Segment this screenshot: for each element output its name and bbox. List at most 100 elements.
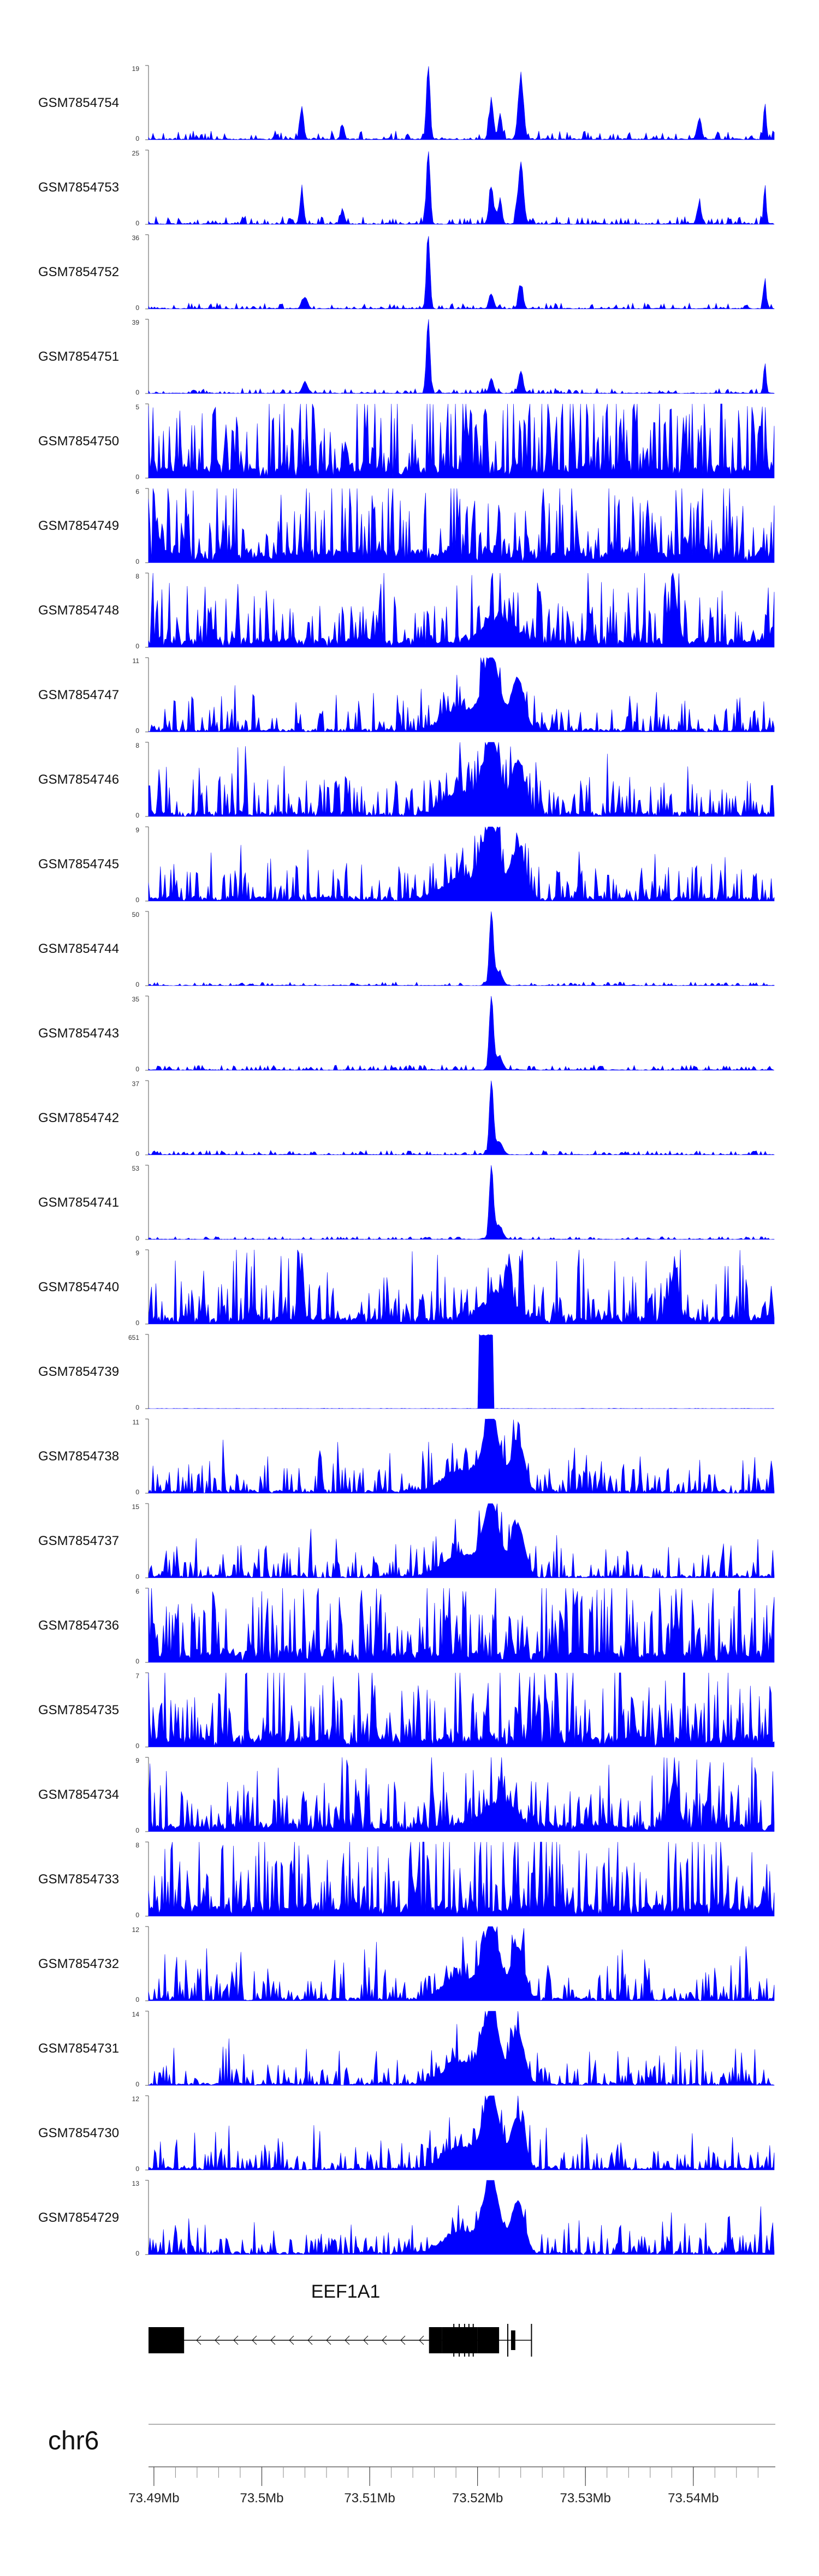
- track-GSM7854733: GSM7854733 8 0: [38, 1841, 775, 1919]
- signal-area: [148, 1757, 775, 1832]
- track-label: GSM7854746: [38, 772, 119, 787]
- track-label: GSM7854751: [38, 349, 119, 364]
- track-GSM7854748: GSM7854748 8 0: [38, 572, 775, 650]
- track-ymax-label: 12: [132, 2095, 140, 2103]
- track-label: GSM7854745: [38, 857, 119, 872]
- track-GSM7854730: GSM7854730 12 0: [38, 2095, 775, 2173]
- track-ymax-label: 651: [128, 1334, 139, 1341]
- gene-exon: [429, 2327, 442, 2353]
- strand-arrow: [252, 2335, 257, 2345]
- track-ymax-label: 11: [133, 657, 140, 665]
- track-ymax-label: 35: [132, 995, 140, 1003]
- track-ymax-label: 8: [135, 1841, 139, 1849]
- track-label: GSM7854739: [38, 1364, 119, 1379]
- track-GSM7854750: GSM7854750 5 0: [38, 403, 775, 481]
- track-ymin-label: 0: [135, 727, 139, 735]
- track-GSM7854734: GSM7854734 9 0: [38, 1757, 775, 1834]
- signal-area: [148, 236, 775, 309]
- track-ymin-label: 0: [135, 219, 139, 227]
- track-ymin-label: 0: [135, 304, 139, 312]
- signal-area: [148, 2095, 775, 2170]
- gene-name-label: EEF1A1: [311, 2281, 381, 2302]
- track-label: GSM7854737: [38, 1534, 119, 1548]
- signal-area: [148, 657, 775, 732]
- track-ymax-label: 7: [135, 1672, 139, 1680]
- axis-tick-label: 73.53Mb: [560, 2491, 610, 2506]
- track-ymin-label: 0: [135, 1235, 139, 1242]
- signal-area: [148, 1165, 775, 1240]
- axis-tick-label: 73.54Mb: [668, 2491, 719, 2506]
- track-ymin-label: 0: [135, 812, 139, 819]
- track-ymax-label: 19: [132, 65, 140, 73]
- track-label: GSM7854743: [38, 1026, 119, 1041]
- track-label: GSM7854747: [38, 688, 119, 702]
- track-ymax-label: 5: [135, 403, 139, 411]
- signal-area: [148, 1841, 775, 1917]
- track-ymax-label: 9: [135, 1757, 139, 1764]
- chromosome-label: chr6: [48, 2426, 99, 2455]
- track-ymin-label: 0: [135, 389, 139, 396]
- axis-tick-label: 73.52Mb: [452, 2491, 503, 2506]
- signal-area: [148, 1588, 775, 1663]
- strand-arrow: [363, 2335, 369, 2345]
- track-GSM7854736: GSM7854736 6 0: [38, 1588, 775, 1665]
- track-label: GSM7854729: [38, 2210, 119, 2225]
- track-ymax-label: 12: [132, 1926, 140, 1934]
- signal-area: [148, 911, 775, 986]
- track-GSM7854735: GSM7854735 7 0: [38, 1672, 775, 1750]
- track-ymin-label: 0: [135, 1573, 139, 1581]
- signal-area: [148, 572, 775, 648]
- track-ymax-label: 6: [135, 1588, 139, 1595]
- signal-area: [148, 742, 775, 817]
- track-ymax-label: 11: [133, 1418, 140, 1426]
- track-GSM7854752: GSM7854752 36 0: [38, 234, 775, 312]
- signal-area: [148, 151, 775, 225]
- track-GSM7854732: GSM7854732 12 0: [38, 1926, 775, 2003]
- track-label: GSM7854752: [38, 265, 119, 279]
- track-GSM7854740: GSM7854740 9 0: [38, 1249, 775, 1327]
- strand-arrow: [196, 2335, 201, 2345]
- strand-arrow: [215, 2335, 220, 2345]
- track-ymin-label: 0: [135, 1996, 139, 2003]
- gene-exon: [149, 2327, 185, 2353]
- track-ymax-label: 6: [135, 488, 139, 496]
- signal-tracks: GSM7854754190GSM7854753250GSM7854752360G…: [38, 65, 775, 2257]
- track-ymin-label: 0: [135, 1065, 139, 1073]
- track-label: GSM7854738: [38, 1449, 119, 1464]
- signal-area: [148, 826, 775, 902]
- track-ymin-label: 0: [135, 1319, 139, 1327]
- track-label: GSM7854735: [38, 1703, 119, 1718]
- signal-area: [148, 1334, 775, 1409]
- track-GSM7854744: GSM7854744 50 0: [38, 911, 775, 988]
- track-ymin-label: 0: [135, 1657, 139, 1665]
- track-GSM7854739: GSM7854739 651 0: [38, 1334, 775, 1411]
- track-ymin-label: 0: [135, 1742, 139, 1750]
- track-GSM7854737: GSM7854737 15 0: [38, 1503, 775, 1581]
- signal-area: [148, 1503, 775, 1578]
- track-ymax-label: 50: [132, 911, 140, 919]
- track-ymin-label: 0: [135, 896, 139, 904]
- track-GSM7854749: GSM7854749 6 0: [38, 488, 775, 565]
- track-GSM7854742: GSM7854742 37 0: [38, 1080, 775, 1158]
- track-GSM7854741: GSM7854741 53 0: [38, 1165, 775, 1242]
- track-GSM7854731: GSM7854731 14 0: [38, 2011, 775, 2088]
- strand-arrow: [326, 2335, 331, 2345]
- track-ymin-label: 0: [135, 2250, 139, 2257]
- track-label: GSM7854734: [38, 1787, 119, 1802]
- track-label: GSM7854731: [38, 2041, 119, 2056]
- track-ymin-label: 0: [135, 642, 139, 650]
- track-label: GSM7854748: [38, 603, 119, 618]
- signal-area: [148, 66, 775, 140]
- signal-area: [148, 1926, 775, 2001]
- track-label: GSM7854753: [38, 180, 119, 195]
- track-ymin-label: 0: [135, 1911, 139, 1919]
- axis-tick-label: 73.49Mb: [128, 2491, 179, 2506]
- strand-arrow: [345, 2335, 350, 2345]
- track-label: GSM7854733: [38, 1872, 119, 1887]
- track-GSM7854743: GSM7854743 35 0: [38, 995, 775, 1073]
- track-ymin-label: 0: [135, 1827, 139, 1834]
- signal-area: [148, 2180, 775, 2255]
- track-ymin-label: 0: [135, 473, 139, 481]
- strand-arrow: [400, 2335, 406, 2345]
- track-label: GSM7854749: [38, 518, 119, 533]
